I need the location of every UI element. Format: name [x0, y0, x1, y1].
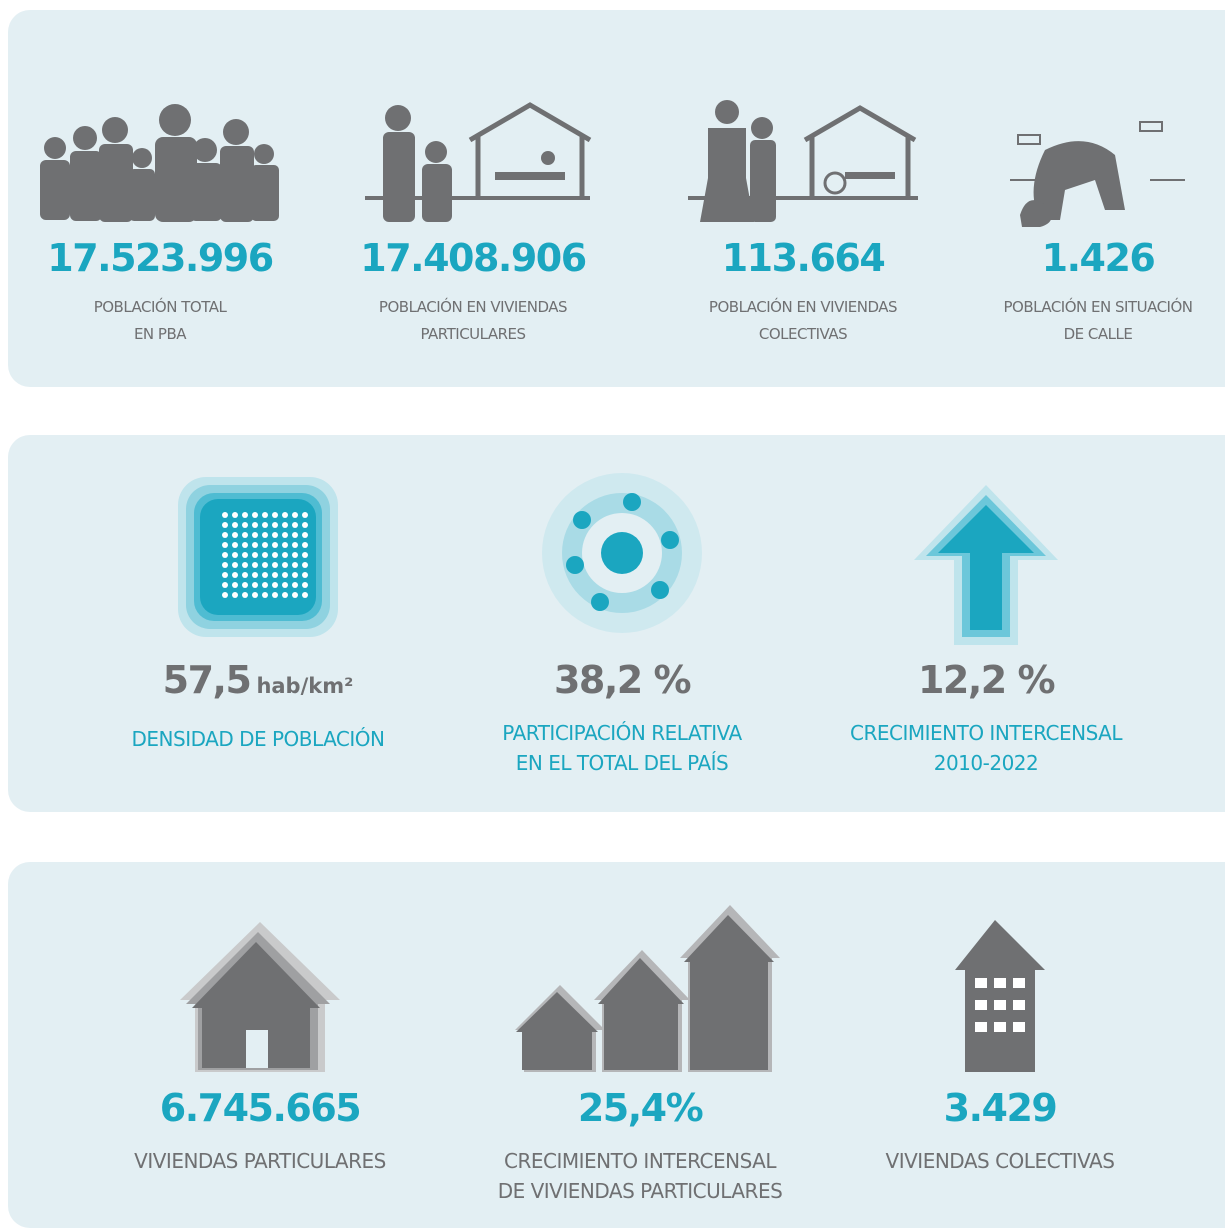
stat-value: 3.429: [820, 1086, 1180, 1130]
stat-value: 6.745.665: [80, 1086, 440, 1130]
label-line: EN EL TOTAL DEL PAÍS: [442, 748, 802, 778]
label-line: DE VIVIENDAS PARTICULARES: [460, 1176, 820, 1206]
stat-label: VIVIENDAS PARTICULARES: [80, 1146, 440, 1176]
stat-value: 38,2 %: [442, 658, 802, 702]
stat-number: 3.429: [944, 1086, 1057, 1130]
label-line: POBLACIÓN EN SITUACIÓN: [918, 294, 1225, 321]
label-line: VIVIENDAS COLECTIVAS: [820, 1146, 1180, 1176]
stat-label: VIVIENDAS COLECTIVAS: [820, 1146, 1180, 1176]
label-line: POBLACIÓN TOTAL: [0, 294, 340, 321]
stat-number: 17.523.996: [47, 236, 272, 280]
stat-value: 17.408.906: [293, 236, 653, 280]
stat-unit: hab/km²: [256, 674, 353, 698]
stat-number: 113.664: [722, 236, 885, 280]
label-line: PARTICULARES: [293, 321, 653, 348]
label-line: CRECIMIENTO INTERCENSAL: [806, 718, 1166, 748]
stat-number: 6.745.665: [160, 1086, 360, 1130]
label-line: DE CALLE: [918, 321, 1225, 348]
label-line: CRECIMIENTO INTERCENSAL: [460, 1146, 820, 1176]
stat-number: 17.408.906: [360, 236, 585, 280]
stat-number: 38,2 %: [554, 658, 690, 702]
graphics: [0, 0, 1225, 1230]
stat: 3.429 VIVIENDAS COLECTIVAS: [820, 1086, 1180, 1176]
label-line: EN PBA: [0, 321, 340, 348]
stat-label: DENSIDAD DE POBLACIÓN: [78, 724, 438, 754]
icon-density: [178, 477, 338, 637]
label-line: DENSIDAD DE POBLACIÓN: [78, 724, 438, 754]
stat-value: 12,2 %: [806, 658, 1166, 702]
stat-value: 25,4%: [460, 1086, 820, 1130]
stat: 6.745.665 VIVIENDAS PARTICULARES: [80, 1086, 440, 1176]
label-line: VIVIENDAS PARTICULARES: [80, 1146, 440, 1176]
stat-number: 25,4%: [578, 1086, 702, 1130]
label-line: 2010-2022: [806, 748, 1166, 778]
stat-number: 1.426: [1042, 236, 1155, 280]
label-line: POBLACIÓN EN VIVIENDAS: [293, 294, 653, 321]
stat-value: 17.523.996: [0, 236, 340, 280]
page: 17.523.996POBLACIÓN TOTALEN PBA17.408.90…: [0, 0, 1225, 1230]
stat-number: 12,2 %: [918, 658, 1054, 702]
icon-participation: [542, 473, 702, 633]
label-line: PARTICIPACIÓN RELATIVA: [442, 718, 802, 748]
stat-number: 57,5: [163, 658, 251, 702]
stat-value: 1.426: [918, 236, 1225, 280]
